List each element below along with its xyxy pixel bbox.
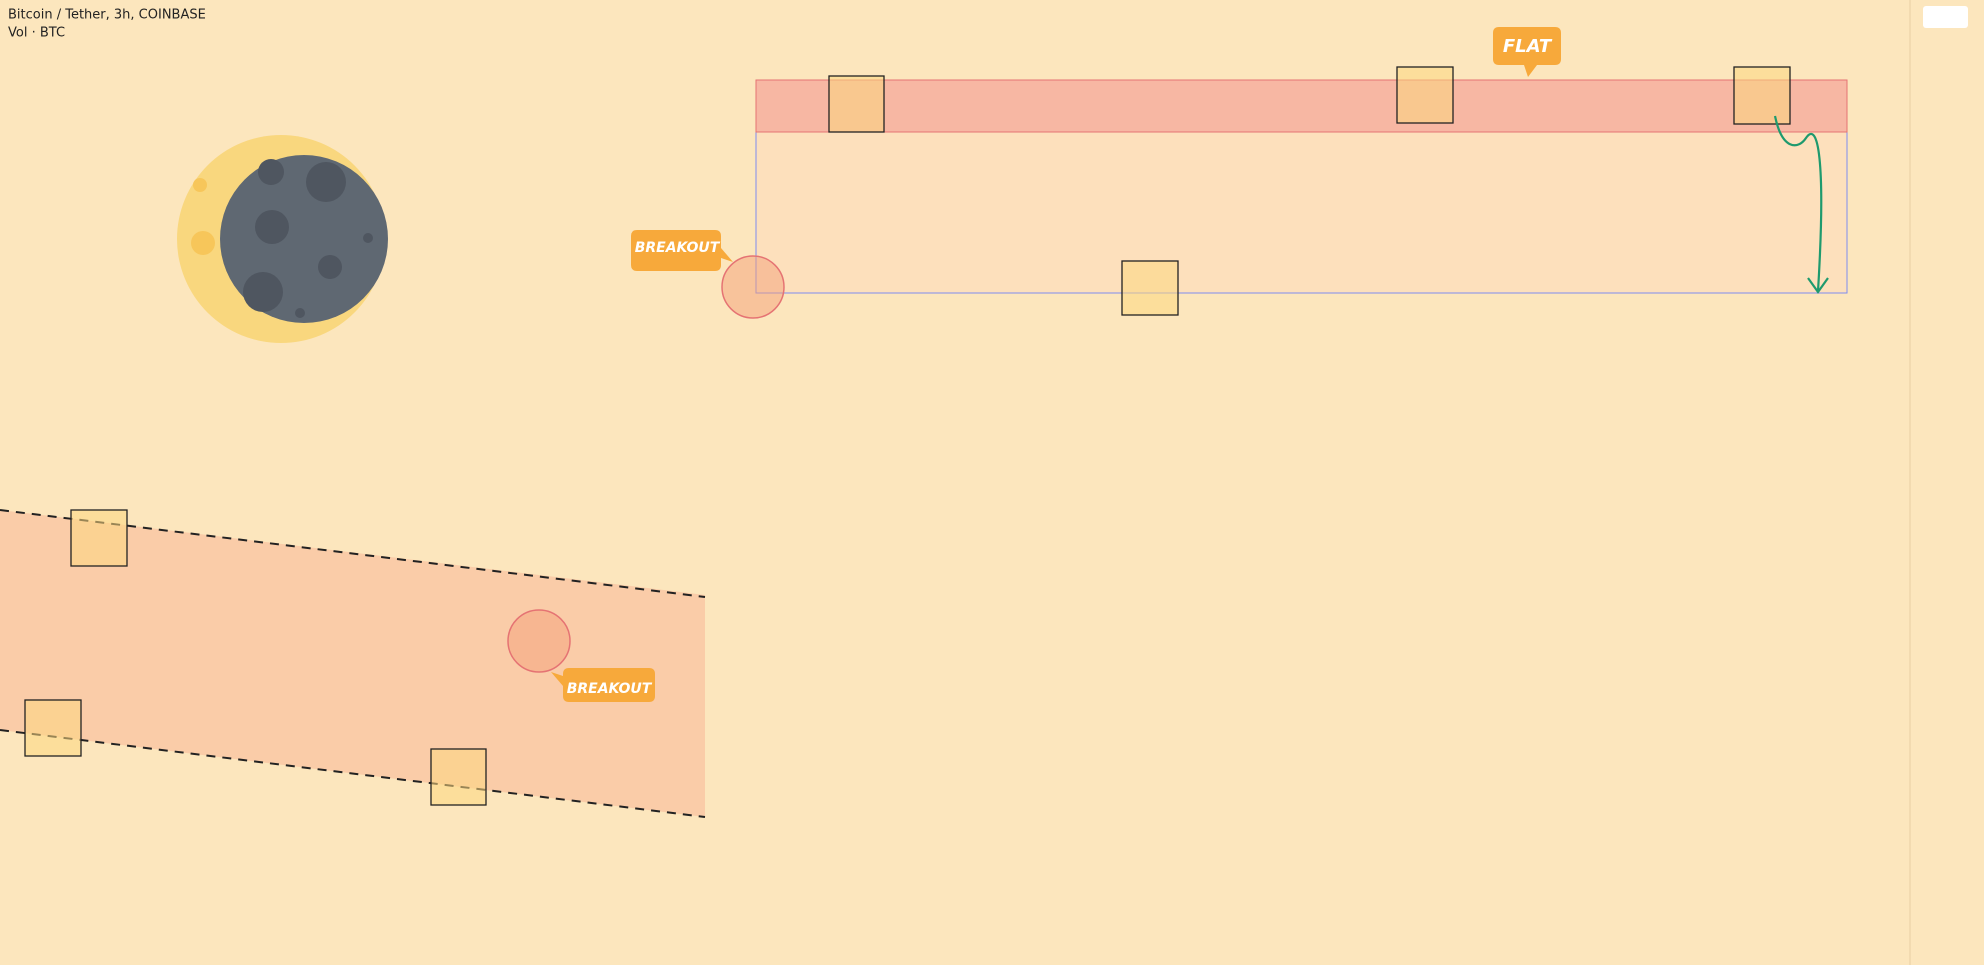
arrow-head	[1807, 277, 1829, 294]
pivot-box	[1121, 260, 1179, 316]
resistance-zone	[755, 79, 1848, 133]
pivot-box	[24, 699, 82, 757]
crater	[363, 233, 373, 243]
breakout-circle	[507, 609, 571, 673]
callout	[631, 230, 733, 271]
breakout-circle	[721, 255, 785, 319]
crater	[243, 272, 283, 312]
chart-title: Bitcoin / Tether, 3h, COINBASE	[8, 8, 206, 23]
pivot-box	[70, 509, 128, 567]
crater	[193, 178, 207, 192]
crater	[258, 159, 284, 185]
drawings-over: BREAKOUT BREAKOUT FLAT	[0, 27, 1829, 818]
pivot-box	[1733, 66, 1791, 125]
breakout-label: BREAKOUT	[567, 681, 653, 697]
pivot-box	[828, 75, 885, 133]
scale-button[interactable]	[1923, 6, 1968, 28]
projection-arrow	[1773, 115, 1823, 292]
pivot-box	[430, 748, 487, 806]
volume-legend: Vol · BTC	[8, 26, 65, 41]
channel-fill	[0, 510, 705, 817]
crater	[191, 231, 215, 255]
crater	[318, 255, 342, 279]
channel-lower	[0, 729, 706, 818]
pivot-box	[1396, 66, 1454, 124]
flat-label: FLAT	[1503, 36, 1553, 57]
callout	[551, 668, 655, 702]
moon-icon	[177, 135, 388, 343]
crater	[255, 210, 289, 244]
drawings-under	[0, 79, 1848, 817]
breakout-label: BREAKOUT	[635, 240, 721, 256]
pivot-boxes	[24, 66, 1791, 806]
callout	[1493, 27, 1561, 77]
crater	[295, 308, 305, 318]
price-axis	[1910, 0, 1984, 965]
crater	[306, 162, 346, 202]
